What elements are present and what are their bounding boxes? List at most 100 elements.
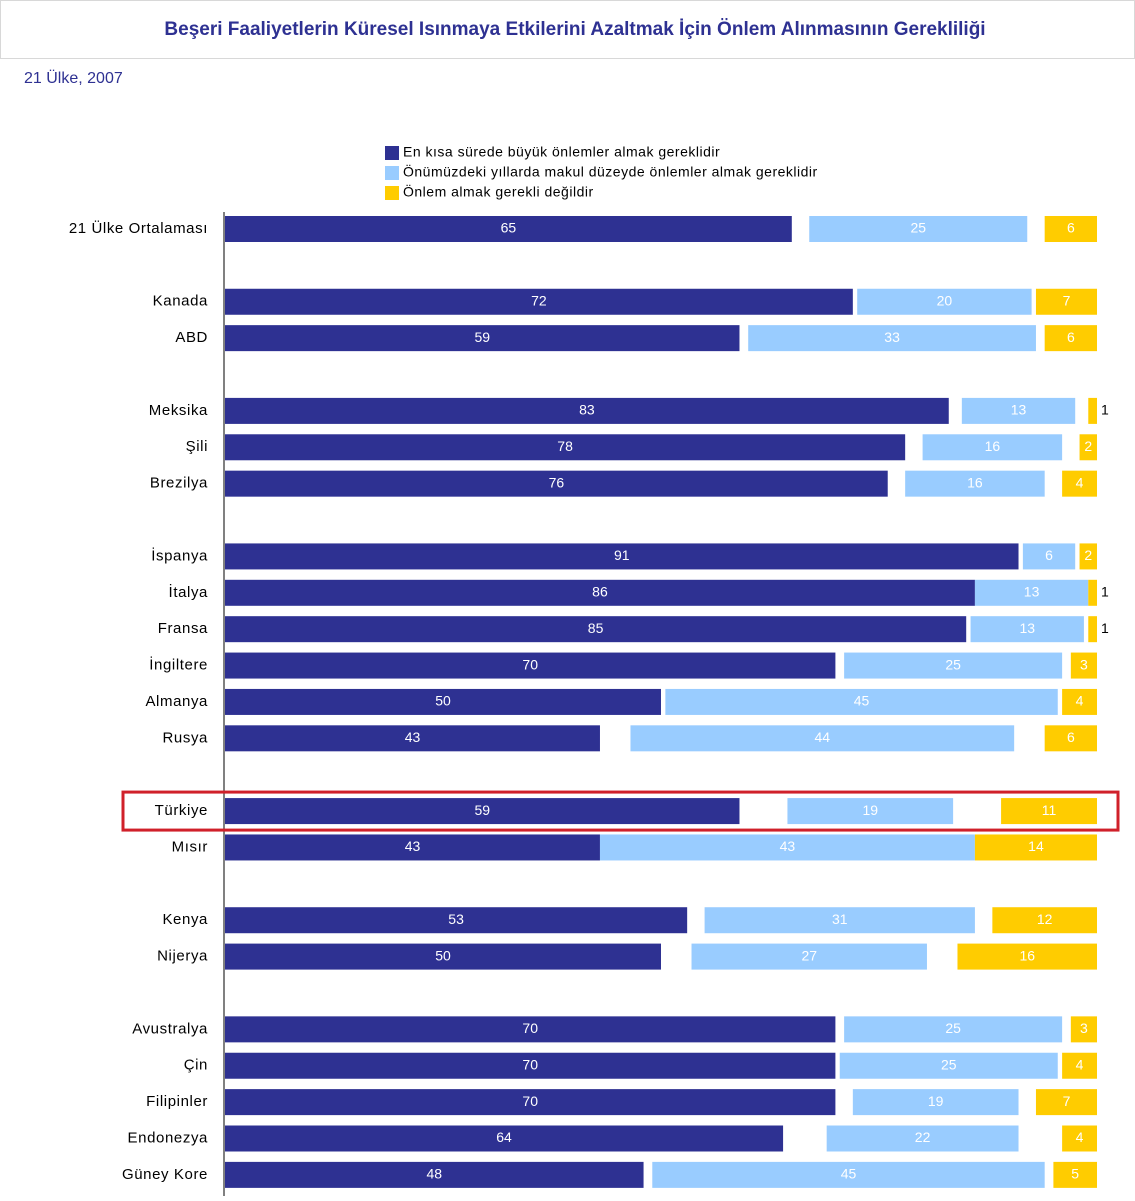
value-label: 85 (588, 620, 604, 636)
bar-segment (225, 579, 975, 606)
bar-segment (961, 397, 1076, 424)
value-label: 65 (501, 220, 517, 236)
value-label: 59 (474, 329, 490, 345)
legend-swatch (385, 146, 399, 160)
value-label: 59 (474, 802, 490, 818)
bar-segment (1079, 543, 1097, 570)
bar-segment (1044, 725, 1097, 752)
value-label: 70 (522, 1093, 538, 1109)
value-label: 3 (1080, 656, 1088, 672)
bar-segment (852, 1089, 1019, 1116)
bar-segment (1062, 1052, 1097, 1079)
bar-segment (1062, 688, 1097, 715)
value-label: 12 (1037, 911, 1053, 927)
y-tick-label: Kenya (162, 911, 208, 928)
value-label: 3 (1080, 1020, 1088, 1036)
bar-segment (826, 1125, 1019, 1152)
y-tick-label: 21 Ülke Ortalaması (69, 219, 208, 237)
bar-segment (974, 579, 1089, 606)
value-label: 50 (435, 947, 451, 963)
bar-segment (225, 1161, 644, 1188)
value-label: 20 (937, 292, 953, 308)
value-label: 25 (945, 656, 961, 672)
bar-segment (844, 1016, 1063, 1043)
value-label: 86 (592, 584, 608, 600)
bar-segment (225, 798, 740, 825)
bar-segment (748, 325, 1036, 352)
bar-segment (1062, 470, 1097, 497)
bar-segment (225, 1089, 836, 1116)
bar-segment (1062, 1125, 1097, 1152)
value-label: 2 (1084, 547, 1092, 563)
bar-segment (905, 470, 1045, 497)
y-tick-label: İtalya (169, 583, 209, 601)
value-label: 31 (832, 911, 848, 927)
y-tick-label: Avustralya (132, 1020, 208, 1037)
bar-segment (225, 216, 792, 242)
value-label: 13 (1024, 584, 1040, 600)
value-label: 13 (1011, 402, 1027, 418)
value-label: 33 (884, 329, 900, 345)
bar-segment (1035, 288, 1097, 315)
value-label: 6 (1067, 729, 1075, 745)
bar-segment (225, 616, 967, 643)
bar-segment (857, 288, 1032, 315)
value-label: 43 (780, 838, 796, 854)
value-label: 6 (1045, 547, 1053, 563)
bar-segment (1088, 579, 1097, 606)
value-label: 7 (1063, 292, 1071, 308)
value-label: 19 (928, 1093, 944, 1109)
value-label: 45 (841, 1166, 857, 1182)
value-label: 72 (531, 292, 547, 308)
bar-segment (225, 397, 949, 424)
y-tick-label: Güney Kore (122, 1166, 208, 1183)
header-box (0, 0, 1135, 59)
bar-segment (630, 725, 1015, 752)
value-label: 16 (985, 438, 1001, 454)
bar-segment (1088, 397, 1097, 424)
value-label: 4 (1076, 693, 1084, 709)
legend-label: En kısa sürede büyük önlemler almak gere… (403, 144, 720, 160)
value-label: 11 (1042, 802, 1057, 818)
bar-segment (922, 434, 1063, 461)
bar-segment (970, 616, 1084, 643)
value-label: 76 (549, 474, 565, 490)
y-tick-label: İspanya (151, 546, 208, 564)
bar-segment (957, 943, 1097, 970)
bar-segment (225, 325, 740, 352)
y-tick-label: Nijerya (157, 948, 208, 965)
y-tick-label: Meksika (149, 402, 208, 419)
legend-label: Önlem almak gerekli değildir (403, 183, 594, 200)
y-tick-label: Fransa (158, 620, 208, 637)
bar-segment (225, 543, 1019, 570)
bar-segment (974, 834, 1097, 861)
bar-segment (1022, 543, 1076, 570)
value-label: 1 (1101, 402, 1109, 418)
value-label: 50 (435, 693, 451, 709)
value-label: 2 (1084, 438, 1092, 454)
bar-segment (1070, 1016, 1097, 1043)
y-tick-label: Çin (184, 1057, 208, 1074)
value-label: 14 (1028, 838, 1044, 854)
bar-segment (225, 943, 661, 970)
bar-segment (787, 798, 954, 825)
value-label: 44 (815, 729, 831, 745)
value-label: 64 (496, 1129, 512, 1145)
bar-segment (844, 652, 1063, 679)
bar-segment (1044, 216, 1097, 242)
bar-segment (225, 834, 600, 861)
value-label: 53 (448, 911, 464, 927)
bar-segment (1035, 1089, 1097, 1116)
value-label: 4 (1076, 474, 1084, 490)
y-tick-label: Şili (186, 438, 208, 455)
value-label: 70 (522, 1056, 538, 1072)
y-tick-label: Almanya (145, 693, 208, 710)
value-label: 25 (910, 220, 926, 236)
value-label: 6 (1067, 329, 1075, 345)
y-tick-label: Kanada (153, 293, 208, 310)
bar-segment (1088, 616, 1097, 643)
legend-swatch (385, 186, 399, 200)
bar-segment (1070, 652, 1097, 679)
value-label: 1 (1101, 620, 1109, 636)
